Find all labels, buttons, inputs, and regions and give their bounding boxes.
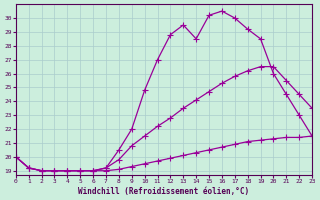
X-axis label: Windchill (Refroidissement éolien,°C): Windchill (Refroidissement éolien,°C) bbox=[78, 187, 250, 196]
